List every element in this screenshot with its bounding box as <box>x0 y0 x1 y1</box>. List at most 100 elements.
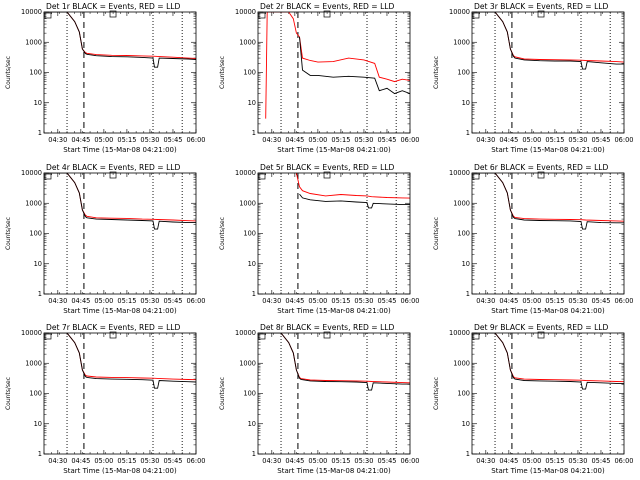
panel-title: Det 3r BLACK = Events, RED = LLD <box>474 2 609 11</box>
plot-frame <box>471 172 625 295</box>
x-tick-label: 06:00 <box>400 457 419 465</box>
x-tick-label: 05:30 <box>354 297 373 305</box>
x-tick-label: 05:15 <box>117 457 136 465</box>
x-tick-label: 06:00 <box>614 297 633 305</box>
plot-frame <box>43 172 197 295</box>
plot-frame <box>471 11 625 134</box>
y-axis-label: Counts/sec <box>433 56 440 89</box>
x-tick-label: 04:45 <box>499 136 518 144</box>
x-tick-label: 04:45 <box>285 457 304 465</box>
corner-box <box>323 171 331 179</box>
x-tick-label: 06:00 <box>186 136 205 144</box>
y-tick-label: 10000 <box>449 169 470 177</box>
x-tick-label: 05:45 <box>591 136 610 144</box>
series-events-line <box>51 333 196 389</box>
series-events-line <box>51 12 196 68</box>
series-group <box>265 12 410 119</box>
series-group <box>295 173 410 209</box>
x-tick-label: 05:15 <box>331 297 350 305</box>
y-tick-label: 10 <box>462 260 470 268</box>
panel-title: Det 4r BLACK = Events, RED = LLD <box>46 163 181 172</box>
x-tick-label: 05:30 <box>568 297 587 305</box>
y-tick-label: 1 <box>252 290 256 298</box>
series-lld-line <box>51 173 196 222</box>
x-tick-label: 05:15 <box>117 136 136 144</box>
series-events-line <box>479 333 624 390</box>
x-tick-label: 05:00 <box>308 457 327 465</box>
panel-det-2r: Det 2r BLACK = Events, RED = LLD Counts/s… <box>219 2 420 154</box>
y-tick-label: 1000 <box>453 38 470 46</box>
x-tick-label: 05:45 <box>591 457 610 465</box>
x-tick-label: 05:30 <box>568 457 587 465</box>
corner-box <box>537 171 545 179</box>
plot-frame <box>257 11 411 134</box>
x-tick-label: 05:30 <box>140 457 159 465</box>
x-tick-label: 04:45 <box>285 297 304 305</box>
x-tick-label: 04:30 <box>262 136 281 144</box>
x-axis-label: Start Time (15-Mar-08 04:21:00) <box>491 467 605 475</box>
y-tick-label: 10 <box>462 420 470 428</box>
y-tick-label: 10000 <box>235 169 256 177</box>
y-tick-label: 1 <box>38 290 42 298</box>
x-tick-label: 05:45 <box>377 457 396 465</box>
series-group <box>479 333 624 390</box>
y-tick-label: 1000 <box>25 38 42 46</box>
y-tick-label: 10000 <box>449 329 470 337</box>
y-tick-label: 1 <box>252 129 256 137</box>
y-tick-label: 1000 <box>239 359 256 367</box>
series-events-line <box>299 36 410 95</box>
y-tick-label: 100 <box>457 69 470 77</box>
x-tick-label: 05:15 <box>545 457 564 465</box>
x-tick-label: 05:00 <box>94 136 113 144</box>
panel-det-8r: Det 8r BLACK = Events, RED = LLD Counts/s… <box>219 323 420 475</box>
y-tick-label: 100 <box>29 390 42 398</box>
corner-box <box>323 10 331 18</box>
x-tick-label: 04:45 <box>71 457 90 465</box>
x-axis-label: Start Time (15-Mar-08 04:21:00) <box>491 307 605 315</box>
y-tick-label: 1 <box>466 129 470 137</box>
x-tick-label: 05:45 <box>377 297 396 305</box>
y-tick-label: 10 <box>34 99 42 107</box>
y-tick-label: 1 <box>38 450 42 458</box>
x-tick-label: 04:45 <box>285 136 304 144</box>
x-tick-label: 05:00 <box>308 136 327 144</box>
x-tick-label: 05:15 <box>331 457 350 465</box>
series-group <box>51 333 196 389</box>
x-tick-label: 04:45 <box>499 457 518 465</box>
panel-det-5r: Det 5r BLACK = Events, RED = LLD Counts/s… <box>219 163 420 315</box>
x-tick-label: 06:00 <box>186 297 205 305</box>
panel-title: Det 7r BLACK = Events, RED = LLD <box>46 323 181 332</box>
corner-box <box>44 333 52 340</box>
x-tick-label: 06:00 <box>614 136 633 144</box>
corner-box <box>258 12 266 19</box>
series-lld-line <box>51 333 196 381</box>
panel-title: Det 5r BLACK = Events, RED = LLD <box>260 163 395 172</box>
y-tick-label: 1 <box>38 129 42 137</box>
series-group <box>51 173 196 230</box>
series-events-line <box>479 173 624 230</box>
x-tick-label: 05:00 <box>522 457 541 465</box>
x-tick-label: 04:45 <box>71 136 90 144</box>
series-group <box>51 12 196 68</box>
y-axis-label: Counts/sec <box>5 56 12 89</box>
series-lld-line <box>295 173 410 199</box>
series-group <box>479 173 624 230</box>
x-tick-label: 04:45 <box>499 297 518 305</box>
corner-box <box>258 173 266 180</box>
y-tick-label: 100 <box>29 230 42 238</box>
x-tick-label: 05:45 <box>377 136 396 144</box>
x-tick-label: 05:30 <box>354 136 373 144</box>
x-tick-label: 05:30 <box>354 457 373 465</box>
y-tick-label: 10 <box>248 420 256 428</box>
x-tick-label: 04:30 <box>48 457 67 465</box>
corner-box <box>44 173 52 180</box>
panel-title: Det 6r BLACK = Events, RED = LLD <box>474 163 609 172</box>
x-tick-label: 04:30 <box>262 457 281 465</box>
corner-box <box>472 173 480 180</box>
x-tick-label: 04:30 <box>476 297 495 305</box>
x-tick-label: 05:00 <box>94 457 113 465</box>
x-tick-label: 05:45 <box>163 136 182 144</box>
panel-det-4r: Det 4r BLACK = Events, RED = LLD Counts/s… <box>5 163 206 315</box>
y-axis-label: Counts/sec <box>219 56 226 89</box>
